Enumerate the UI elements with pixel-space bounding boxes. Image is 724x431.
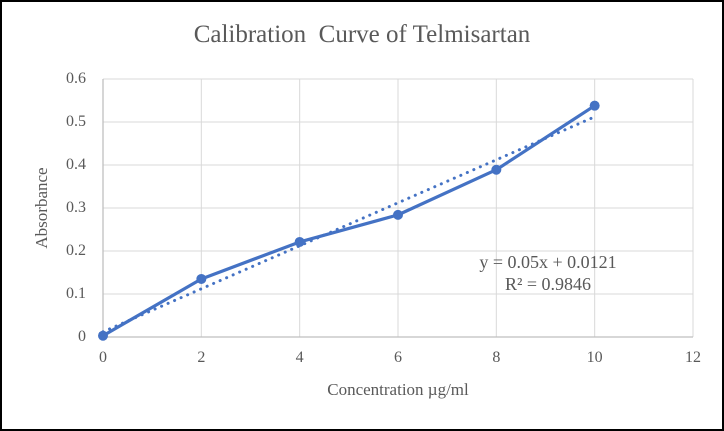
trendline-equation-text: y = 0.05x + 0.0121 xyxy=(479,252,617,272)
trendline xyxy=(101,115,597,334)
x-tick-label: 10 xyxy=(586,349,603,366)
x-axis-title: Concentration µg/ml xyxy=(327,380,469,399)
x-tick-label: 2 xyxy=(197,349,206,366)
x-tick-label: 0 xyxy=(99,349,107,366)
data-point-marker xyxy=(98,330,108,341)
x-tick-label: 8 xyxy=(492,349,501,366)
trendline-annotation: y = 0.05x + 0.0121 R² = 0.9846 xyxy=(448,251,648,295)
y-tick-label: 0.4 xyxy=(66,156,86,173)
x-tick-label: 4 xyxy=(295,349,304,366)
x-tick-label: 12 xyxy=(685,349,701,366)
data-point-marker xyxy=(393,209,403,220)
y-tick-label: 0.1 xyxy=(66,285,86,302)
x-tick-label: 6 xyxy=(394,349,402,366)
series-line xyxy=(101,104,597,338)
y-tick-label: 0.5 xyxy=(66,113,86,130)
data-point-marker xyxy=(589,100,600,111)
data-point-marker xyxy=(294,236,305,247)
y-tick-label: 0.6 xyxy=(66,70,86,87)
plot-area xyxy=(98,78,694,341)
data-point-marker xyxy=(491,164,502,175)
chart-title: Calibration Curve of Telmisartan xyxy=(193,21,531,48)
y-tick-label: 0.3 xyxy=(66,199,86,216)
data-point-marker xyxy=(196,273,207,284)
y-tick-label: 0 xyxy=(78,328,86,345)
r-squared-text: R² = 0.9846 xyxy=(504,274,592,294)
y-tick-label: 0.2 xyxy=(66,242,86,259)
